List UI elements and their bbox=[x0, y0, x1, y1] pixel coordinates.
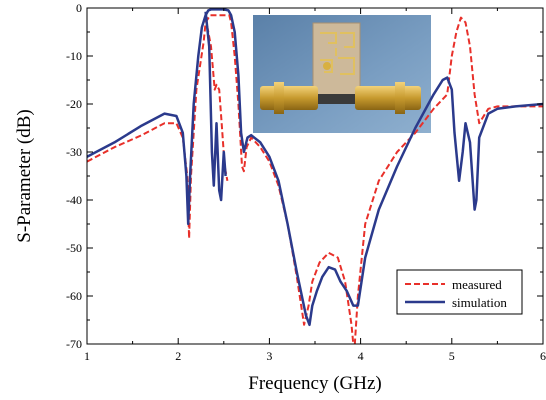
plot-frame bbox=[86, 7, 544, 345]
legend-box bbox=[396, 269, 523, 315]
y-tick-label: -10 bbox=[66, 49, 82, 63]
legend: measured simulation bbox=[396, 269, 523, 315]
x-tick-label: 4 bbox=[358, 349, 364, 363]
y-tick-label: -60 bbox=[66, 289, 82, 303]
legend-simulation-label: simulation bbox=[452, 295, 507, 310]
x-tick-label: 2 bbox=[175, 349, 181, 363]
series-simulation-s21-line bbox=[87, 8, 543, 327]
y-tick-label: -50 bbox=[66, 241, 82, 255]
x-tick-label: 1 bbox=[84, 349, 90, 363]
filter-trace bbox=[320, 32, 355, 75]
left-sma-connector bbox=[260, 86, 318, 110]
x-tick-label: 6 bbox=[540, 349, 546, 363]
y-tick-label: -40 bbox=[66, 193, 82, 207]
y-tick-label: -30 bbox=[66, 145, 82, 159]
x-axis-title: Frequency (GHz) bbox=[248, 373, 381, 394]
right-sma-connector bbox=[355, 86, 421, 110]
y-tick-label: -70 bbox=[66, 337, 82, 351]
y-tick-label: -20 bbox=[66, 97, 82, 111]
inset-photo bbox=[253, 15, 431, 133]
series-simulation-s11-line bbox=[204, 11, 227, 202]
y-axis-title: S-Parameter (dB) bbox=[14, 109, 35, 242]
x-tick-label: 3 bbox=[266, 349, 272, 363]
x-tick-label: 5 bbox=[449, 349, 455, 363]
y-tick-label: 0 bbox=[76, 1, 82, 15]
legend-measured-label: measured bbox=[452, 277, 502, 292]
